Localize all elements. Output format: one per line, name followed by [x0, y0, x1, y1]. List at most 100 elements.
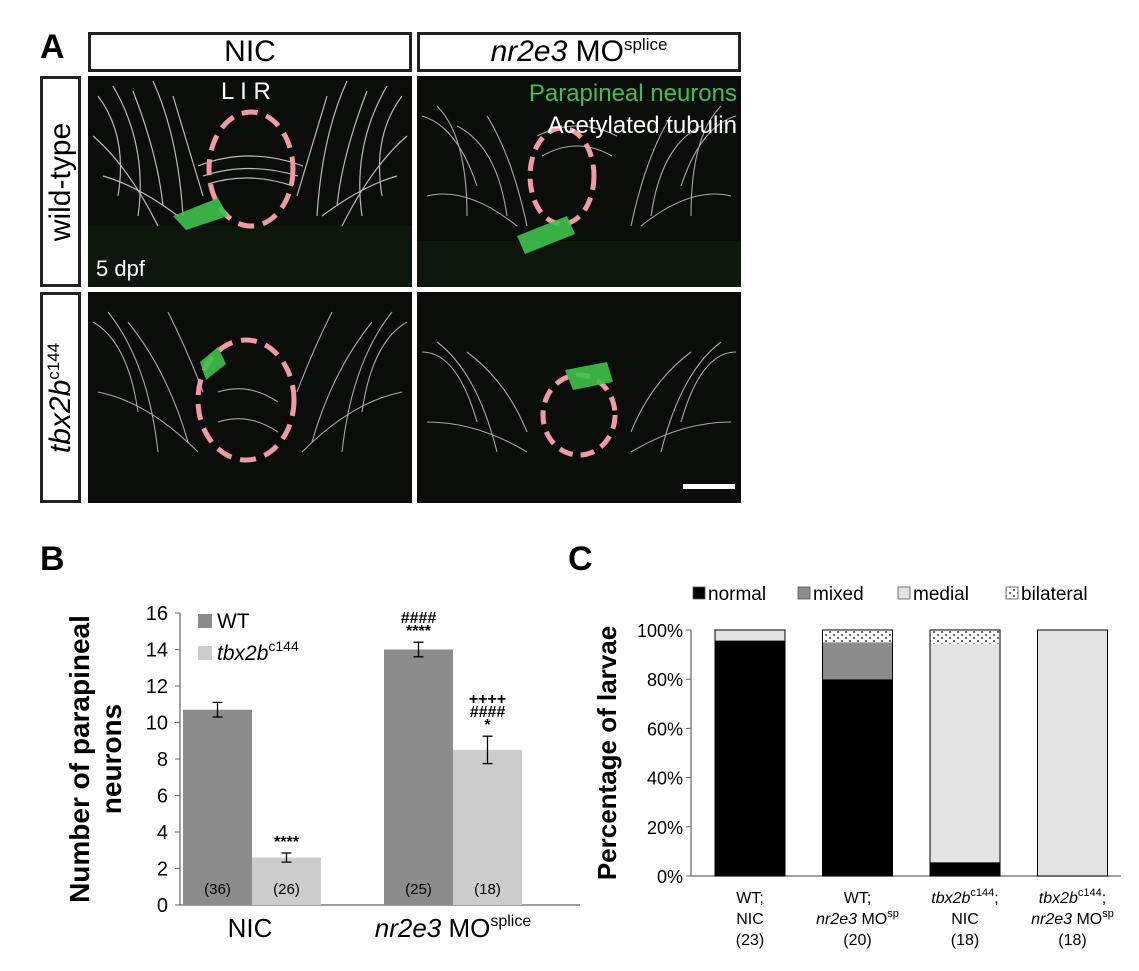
col-header-nic-label: NIC	[224, 35, 276, 68]
x-category-line2-gene: nr2e3	[1031, 911, 1072, 928]
lir-label: L I R	[221, 78, 271, 105]
micrograph-tbx2b-nr2e3	[417, 292, 741, 503]
x-category-main: NIC	[228, 913, 273, 943]
row-header-tbx2b: tbx2bc144	[40, 292, 81, 503]
x-category-line2: nr2e3 MOsp	[1031, 908, 1114, 928]
x-category-gene: nr2e3	[375, 913, 442, 943]
legend-swatch-medial	[897, 586, 911, 600]
legend-swatch-mixed	[797, 586, 811, 600]
y-tick-label: 2	[157, 859, 168, 881]
stacked-segment-medial	[930, 643, 1000, 863]
x-category-line1-sup: c144	[1078, 887, 1102, 899]
x-category-line2: NIC	[951, 911, 979, 928]
x-category-n: (20)	[843, 932, 871, 949]
sample-size-label: (36)	[204, 881, 231, 898]
x-category-label: NIC	[228, 913, 273, 943]
y-axis-title: Number of parapinealneurons	[64, 615, 127, 903]
y-tick-label: 80%	[647, 670, 683, 690]
stacked-bar-outline	[822, 629, 893, 877]
y-tick-label: 14	[146, 640, 168, 662]
x-category-n: (23)	[736, 932, 764, 949]
x-category-line2-main: NIC	[951, 911, 979, 928]
panel-c-letter: C	[568, 540, 593, 578]
significance-label: *	[484, 717, 491, 734]
significance-label: ####	[401, 610, 437, 627]
x-category-line2-sup: sp	[1102, 908, 1114, 920]
stacked-bar-outline	[714, 629, 786, 877]
bar-WT-0	[183, 709, 252, 905]
x-category-line2-main: MO	[857, 911, 887, 928]
y-tick-label: 0%	[657, 867, 683, 887]
y-tick-label: 40%	[647, 769, 683, 789]
y-tick-label: 6	[157, 786, 168, 808]
x-category-line1: WT;	[736, 890, 764, 907]
stacked-bar-outline	[929, 629, 1001, 877]
stacked-segment-bilateral	[930, 630, 1000, 644]
y-tick-label: 20%	[647, 818, 683, 838]
x-category-line1: tbx2bc144;	[931, 887, 998, 907]
significance-label: ++++	[469, 691, 506, 708]
micrograph-tbx2b-nic	[88, 292, 412, 503]
legend-label-main: tbx2b	[217, 642, 269, 665]
legend-label-mixed: mixed	[813, 584, 864, 605]
x-category-line1: WT;	[844, 890, 872, 907]
significance-label: ****	[274, 834, 300, 851]
stacked-segment-normal	[715, 640, 785, 876]
x-category-line2-sup: sp	[887, 908, 899, 920]
panel-a-letter: A	[40, 28, 65, 66]
legend-label-bilateral: bilateral	[1021, 584, 1088, 605]
sample-size-label: (26)	[273, 881, 300, 898]
x-category-n: (18)	[951, 932, 979, 949]
legend-label-main: WT	[217, 610, 250, 633]
x-category-line1-main: tbx2b	[931, 890, 970, 907]
col-header-nr2e3-gene: nr2e3	[490, 35, 568, 68]
micrograph-wt-nr2e3: Parapineal neurons Acetylated tubulin	[417, 76, 741, 287]
panel-b-letter: B	[40, 540, 65, 578]
stacked-segment-mixed	[822, 642, 893, 680]
col-header-nic: NIC	[88, 32, 412, 72]
white-legend-label: Acetylated tubulin	[547, 112, 737, 139]
legend-label-normal: normal	[708, 584, 766, 605]
x-category-line1-sep: ;	[994, 890, 998, 907]
legend-label: WT	[217, 610, 250, 633]
legend-label-medial: medial	[913, 584, 969, 605]
col-header-nr2e3: nr2e3 MOsplice	[417, 32, 741, 72]
row-header-tbx2b-label: tbx2b	[43, 379, 77, 453]
y-tick-label: 16	[146, 603, 168, 625]
legend-swatch-bilateral	[1005, 586, 1019, 600]
stacked-segment-medial	[1037, 630, 1108, 876]
x-category-line2: NIC	[736, 911, 764, 928]
y-tick-label: 60%	[647, 719, 683, 739]
x-category-line1-sep: ;	[1102, 890, 1106, 907]
stage-label: 5 dpf	[96, 256, 145, 281]
stacked-bar-outline	[1037, 629, 1108, 877]
bar-tbx2b-1	[453, 749, 522, 905]
bar-WT-1	[384, 649, 453, 905]
sample-size-label: (18)	[474, 881, 501, 898]
legend-swatch-WT	[198, 614, 212, 628]
x-category-n: (18)	[1058, 932, 1086, 949]
col-header-nr2e3-sup: splice	[623, 35, 668, 54]
y-tick-label: 4	[157, 822, 168, 844]
x-category-label: nr2e3 MOsplice	[375, 913, 532, 943]
stacked-segment-normal	[822, 679, 893, 876]
x-category-line1-main: WT;	[736, 890, 764, 907]
legend-swatch-tbx2b	[198, 646, 212, 660]
row-header-wildtype-label: wild-type	[43, 122, 77, 241]
y-axis-title: Percentage of larvae	[592, 626, 622, 880]
x-category-line1-main: tbx2b	[1039, 890, 1078, 907]
row-header-tbx2b-sup: c144	[43, 342, 63, 380]
y-axis-title-line1: Number of parapineal	[64, 615, 95, 903]
panel-b-chart: 0 2 4 6 8 10 12 14 16 Number of parapinealneurons…	[64, 603, 580, 943]
row-header-wildtype: wild-type	[40, 76, 81, 287]
significance-label: ****	[406, 623, 432, 640]
y-tick-label: 100%	[637, 621, 683, 641]
panel-c-chart: 0% 20% 40% 60% 80% 100% Percentage of larvae WT…	[592, 584, 1121, 949]
y-tick-label: 12	[146, 676, 168, 698]
legend-label-sup: c144	[268, 638, 299, 654]
x-category-sup: splice	[490, 913, 531, 930]
bar-tbx2b-0	[252, 857, 321, 905]
sample-size-label: (25)	[405, 881, 432, 898]
legend-swatch-normal	[692, 586, 706, 600]
green-legend-label: Parapineal neurons	[528, 80, 737, 107]
